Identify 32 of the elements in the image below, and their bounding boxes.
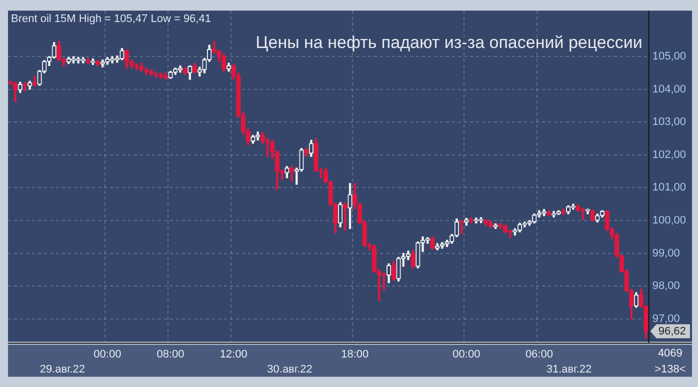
x-tick-label: 18:00 (341, 348, 369, 360)
text: Цены на нефть падают из-за опасений рецессии (256, 32, 642, 52)
candlestick (493, 223, 498, 229)
y-tick-label: 105,00 (652, 50, 686, 63)
y-tick-label: 98,00 (652, 280, 680, 292)
y-tick-label: 97,00 (652, 312, 680, 325)
y-tick-label: 99,00 (652, 247, 680, 260)
y-tick-label: 103,00 (652, 116, 686, 128)
text: >138< (654, 363, 686, 376)
candlestick (590, 210, 595, 222)
y-tick-label: 101,00 (652, 182, 686, 194)
x-tick-label: 06:00 (525, 348, 553, 360)
candlestick (396, 256, 401, 282)
x-tick-label: 12:00 (220, 348, 248, 360)
y-tick-label: 102,00 (652, 148, 686, 161)
y-tick-label: 100,00 (652, 214, 686, 226)
text: 31.авг.22 (546, 363, 592, 376)
candlestick (464, 218, 469, 226)
y-tick-label: 104,00 (652, 83, 686, 96)
x-tick-label: 00:00 (452, 348, 480, 360)
candlestick (430, 236, 435, 250)
annotation: 96,62 (658, 325, 686, 338)
candlestick (32, 76, 38, 86)
text: 29.авг.22 (40, 363, 86, 376)
text: 4069 (658, 347, 682, 360)
text: 30.авг.22 (267, 363, 312, 376)
x-tick-label: 08:00 (156, 348, 184, 360)
candlestick (348, 183, 352, 229)
chart-subtitle: Brent oil 15M High = 105,47 Low = 96,41 (11, 13, 211, 26)
candlestick (333, 203, 338, 234)
candlestick (284, 166, 290, 178)
x-tick-label: 00:00 (94, 348, 122, 360)
